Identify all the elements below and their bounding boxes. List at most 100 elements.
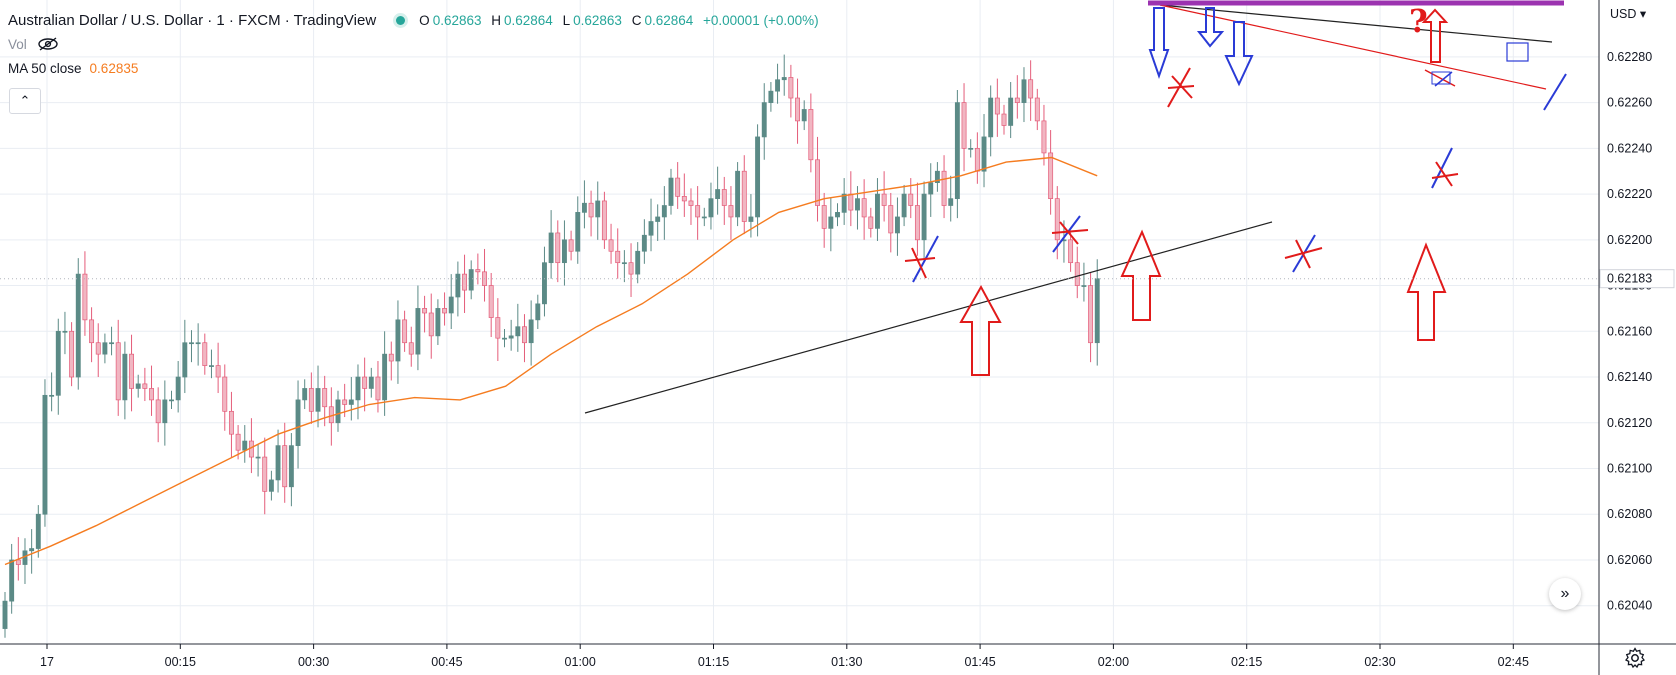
- candle-body: [169, 399, 174, 402]
- candle: [894, 197, 900, 256]
- candle-body: [415, 308, 421, 355]
- price-axis[interactable]: 0.62280 0.62260 0.62240 0.62220 0.62200 0.621…: [1607, 50, 1652, 613]
- trendline-support-black[interactable]: [584, 221, 1273, 414]
- chart-legend: Australian Dollar / U.S. Dollar · 1 · FX…: [8, 8, 822, 80]
- candle: [701, 207, 707, 227]
- candle-body: [1088, 285, 1094, 344]
- marker-cross-3[interactable]: [1167, 67, 1195, 108]
- ma-label[interactable]: MA 50 close: [8, 60, 82, 76]
- candle: [488, 272, 494, 338]
- gear-icon[interactable]: [1623, 646, 1647, 670]
- trendline-resistance-red[interactable]: [1159, 4, 1547, 90]
- time-tick-label: 01:15: [698, 655, 729, 669]
- candle-body: [502, 337, 507, 340]
- candle-body: [215, 365, 221, 378]
- candle-body: [295, 399, 301, 446]
- candle: [308, 372, 314, 424]
- price-tick-label: 0.62140: [1607, 370, 1652, 384]
- candle-body: [688, 200, 694, 206]
- candle: [109, 326, 115, 356]
- ma-row: MA 50 close 0.62835: [8, 56, 822, 80]
- candle-body: [1074, 262, 1080, 286]
- marker-cross-5[interactable]: [1431, 147, 1459, 189]
- candle: [661, 186, 667, 240]
- volume-row: Vol: [8, 32, 822, 56]
- candle-body: [442, 308, 448, 314]
- candle-body: [122, 353, 128, 401]
- candle: [815, 136, 820, 222]
- candle-body: [555, 232, 561, 264]
- last-price-tag: 0.62183: [0, 269, 1675, 289]
- candle: [415, 285, 421, 371]
- time-axis[interactable]: 17 00:15 00:30 00:45 01:00 01:15 01:30 01:45 02:…: [40, 644, 1529, 669]
- candle-body: [275, 445, 281, 481]
- eye-crossed-icon[interactable]: [37, 37, 59, 51]
- candle: [641, 219, 647, 264]
- candle-body: [235, 433, 241, 451]
- marker-cross-1[interactable]: [904, 235, 939, 283]
- candle: [688, 188, 694, 225]
- currency-selector[interactable]: USD ▾: [1610, 7, 1647, 21]
- candle-body: [775, 79, 781, 92]
- vol-label[interactable]: Vol: [8, 36, 27, 52]
- candle-body: [155, 399, 161, 424]
- candle: [228, 391, 234, 458]
- marker-cross-4[interactable]: [1284, 234, 1323, 273]
- candle: [149, 365, 154, 416]
- blue-down-arrow-2[interactable]: [1196, 7, 1225, 48]
- red-up-arrow-4[interactable]: [1421, 8, 1449, 63]
- time-tick-label: 01:45: [964, 655, 995, 669]
- candle-body: [548, 232, 554, 264]
- candle-body: [881, 193, 887, 206]
- candle: [994, 78, 1000, 137]
- marker-cross-2[interactable]: [1051, 215, 1089, 253]
- candle-body: [914, 205, 920, 241]
- collapse-legend-button[interactable]: ⌃: [9, 88, 41, 114]
- red-up-arrow-3[interactable]: [1406, 242, 1447, 341]
- candle: [288, 433, 294, 507]
- blue-down-arrow-3[interactable]: [1224, 21, 1254, 87]
- price-tick-label: 0.62260: [1607, 96, 1652, 110]
- candle-body: [508, 335, 514, 339]
- candle: [755, 124, 761, 237]
- scroll-to-realtime-button[interactable]: »: [1549, 578, 1581, 610]
- candle: [735, 162, 741, 227]
- user-drawings[interactable]: [584, 0, 1567, 414]
- candle-body: [542, 262, 547, 305]
- candle: [888, 192, 894, 253]
- candle: [868, 207, 874, 238]
- candle: [335, 390, 341, 432]
- candle-body: [262, 456, 268, 492]
- symbol-title[interactable]: Australian Dollar / U.S. Dollar · 1 · FX…: [8, 11, 377, 29]
- candle: [402, 310, 408, 352]
- candle-body: [1034, 97, 1040, 122]
- candle: [908, 178, 914, 219]
- candle: [1074, 246, 1080, 299]
- candle: [768, 82, 774, 112]
- candle: [495, 298, 501, 362]
- blue-slash-marker[interactable]: [1543, 73, 1567, 111]
- candle: [948, 175, 954, 222]
- trendline-resistance-black[interactable]: [1159, 4, 1553, 43]
- candle-body: [49, 394, 55, 397]
- blue-down-arrow-1[interactable]: [1148, 7, 1170, 80]
- candle-body: [462, 273, 467, 291]
- candle-body: [635, 250, 641, 275]
- candle: [655, 204, 661, 241]
- candle: [422, 295, 428, 333]
- price-tick-label: 0.62200: [1607, 233, 1652, 247]
- candle-body: [621, 262, 627, 265]
- candle-body: [182, 342, 188, 378]
- candle: [1088, 272, 1094, 363]
- red-up-arrow-1[interactable]: [959, 284, 1002, 376]
- candle-body: [721, 189, 727, 206]
- time-tick-label: 00:45: [431, 655, 462, 669]
- candle: [195, 323, 201, 366]
- blue-box-marker[interactable]: [1506, 42, 1529, 62]
- marker-cross-6[interactable]: [1424, 69, 1456, 87]
- red-up-arrow-2[interactable]: [1120, 229, 1162, 321]
- candle: [175, 361, 181, 413]
- candle: [388, 341, 394, 381]
- candle-body: [768, 90, 774, 103]
